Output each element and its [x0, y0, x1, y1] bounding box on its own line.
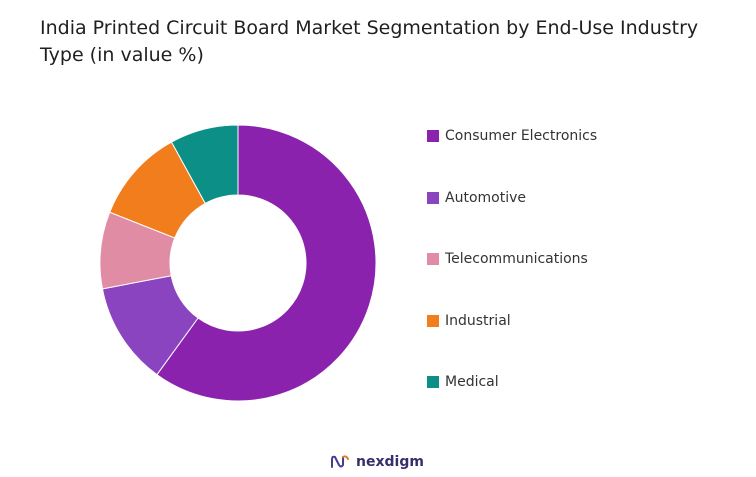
legend-item-industrial: Industrial: [427, 311, 511, 331]
legend-swatch: [427, 376, 439, 388]
legend-item-consumer-electronics: Consumer Electronics: [427, 126, 597, 146]
legend-item-automotive: Automotive: [427, 188, 526, 208]
donut-slice-consumer-electronics: [156, 124, 377, 402]
legend-item-telecommunications: Telecommunications: [427, 249, 588, 269]
legend-swatch: [427, 314, 439, 327]
donut-slice-medical: [170, 124, 239, 205]
brand-name: nexdigm: [356, 454, 424, 470]
legend-swatch: [427, 191, 439, 204]
legend-label: Automotive: [445, 189, 526, 206]
legend-item-medical: Medical: [427, 372, 499, 392]
legend-label: Telecommunications: [445, 251, 588, 267]
chart-title: India Printed Circuit Board Market Segme…: [40, 17, 699, 66]
legend-swatch: [427, 130, 439, 142]
legend-label: Medical: [445, 374, 499, 390]
nexdigm-logo-icon: [331, 455, 349, 468]
brand-logo: nexdigm: [330, 451, 424, 473]
legend-label: Industrial: [445, 312, 511, 329]
legend-label: Consumer Electronics: [445, 128, 598, 144]
legend-swatch: [427, 253, 439, 265]
